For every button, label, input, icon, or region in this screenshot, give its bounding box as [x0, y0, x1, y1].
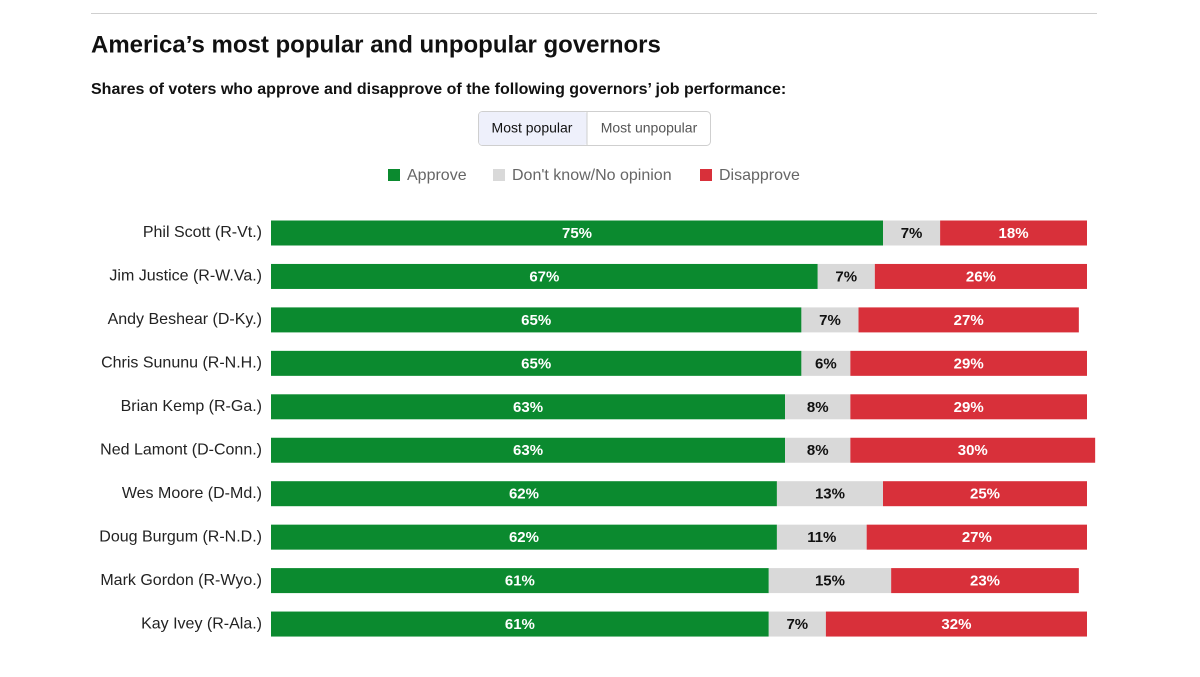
- y-tick-label: Wes Moore (D-Md.): [122, 485, 262, 502]
- value-label: 6%: [815, 355, 837, 372]
- value-label: 27%: [954, 312, 984, 329]
- y-tick-label: Phil Scott (R-Vt.): [143, 224, 262, 241]
- bar-segment: [940, 220, 1087, 246]
- value-label: 29%: [954, 355, 984, 372]
- bar-segment: [271, 220, 883, 246]
- bar-segment: [874, 263, 1087, 289]
- legend-swatch: [700, 169, 712, 181]
- value-label: 63%: [513, 442, 543, 459]
- bar-segment: [271, 524, 777, 550]
- value-label: 29%: [954, 399, 984, 416]
- y-tick-label: Doug Burgum (R-N.D.): [99, 528, 262, 545]
- bar-segment: [785, 437, 851, 463]
- bar-segment: [271, 611, 769, 637]
- y-tick-label: Jim Justice (R-W.Va.): [109, 268, 262, 285]
- chart-subtitle: Shares of voters who approve and disappr…: [91, 81, 786, 98]
- bar-segment: [271, 568, 769, 594]
- bar-segment: [850, 394, 1087, 420]
- bar-segment: [850, 350, 1087, 376]
- bar-segment: [817, 263, 875, 289]
- legend-swatch: [493, 169, 505, 181]
- value-label: 63%: [513, 399, 543, 416]
- legend-label: Disapprove: [719, 167, 800, 184]
- bar-segment: [891, 568, 1079, 594]
- value-label: 65%: [521, 312, 551, 329]
- value-label: 30%: [958, 442, 988, 459]
- bar-segment: [801, 350, 851, 376]
- bar-segment: [271, 263, 818, 289]
- value-label: 7%: [901, 225, 923, 242]
- y-tick-label: Chris Sununu (R-N.H.): [101, 355, 262, 372]
- value-label: 11%: [807, 529, 836, 546]
- legend-swatch: [388, 169, 400, 181]
- bar-segment: [776, 524, 867, 550]
- chart-title: America’s most popular and unpopular gov…: [91, 31, 661, 58]
- value-label: 65%: [521, 355, 551, 372]
- value-label: 18%: [999, 225, 1029, 242]
- bar-segment: [271, 350, 802, 376]
- value-label: 7%: [819, 312, 841, 329]
- value-label: 25%: [970, 486, 1000, 503]
- y-tick-label: Andy Beshear (D-Ky.): [108, 311, 262, 328]
- value-label: 13%: [815, 486, 845, 503]
- bar-segment: [785, 394, 851, 420]
- bar-segment: [858, 307, 1079, 333]
- value-label: 7%: [786, 616, 808, 633]
- bar-segment: [768, 611, 826, 637]
- value-label: 62%: [509, 486, 539, 503]
- value-label: 7%: [835, 268, 857, 285]
- bar-segment: [768, 568, 892, 594]
- value-label: 62%: [509, 529, 539, 546]
- value-label: 8%: [807, 442, 829, 459]
- y-tick-label: Mark Gordon (R-Wyo.): [100, 572, 262, 589]
- legend-label: Approve: [407, 167, 467, 184]
- value-label: 15%: [815, 573, 845, 590]
- bar-segment: [271, 481, 777, 507]
- value-label: 23%: [970, 573, 1000, 590]
- bar-segment: [883, 481, 1087, 507]
- bar-segment: [825, 611, 1087, 637]
- value-label: 26%: [966, 268, 996, 285]
- y-tick-label: Brian Kemp (R-Ga.): [121, 398, 262, 415]
- y-tick-label: Ned Lamont (D-Conn.): [100, 441, 262, 458]
- value-label: 75%: [562, 225, 592, 242]
- tab[interactable]: Most popular: [492, 120, 573, 136]
- value-label: 61%: [505, 616, 535, 633]
- legend-label: Don't know/No opinion: [512, 167, 672, 184]
- bar-segment: [271, 437, 786, 463]
- bar-segment: [801, 307, 859, 333]
- bar-segment: [866, 524, 1087, 550]
- bar-segment: [776, 481, 883, 507]
- bar-segment: [271, 394, 786, 420]
- bar-segment: [850, 437, 1096, 463]
- value-label: 67%: [529, 268, 559, 285]
- bar-segment: [883, 220, 941, 246]
- value-label: 32%: [941, 616, 971, 633]
- tab-active-bg: [479, 112, 587, 145]
- y-tick-label: Kay Ivey (R-Ala.): [141, 615, 262, 632]
- value-label: 8%: [807, 399, 829, 416]
- bar-segment: [271, 307, 802, 333]
- value-label: 27%: [962, 529, 992, 546]
- tab[interactable]: Most unpopular: [601, 120, 698, 136]
- value-label: 61%: [505, 573, 535, 590]
